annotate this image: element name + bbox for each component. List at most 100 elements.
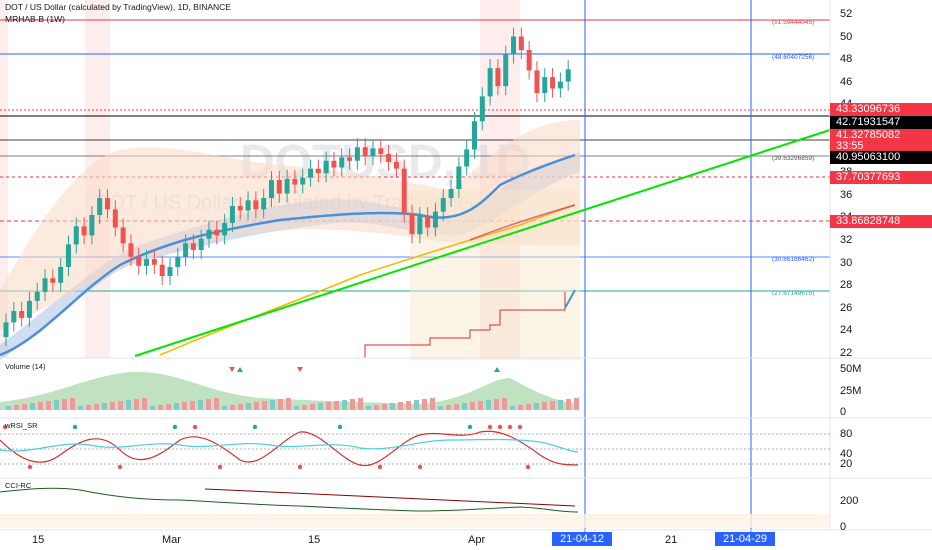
candle-body: [26, 300, 32, 318]
wrsi-tick-80: 80: [840, 428, 853, 440]
volume-bar: [22, 404, 27, 410]
wrsi-label[interactable]: wRSI_SR: [5, 421, 38, 430]
candle-body: [34, 291, 40, 301]
time-label-feb15: 15: [32, 534, 45, 546]
candle-body: [323, 160, 329, 174]
volume-label[interactable]: Volume (14): [5, 362, 46, 371]
volume-bar: [550, 401, 555, 410]
price-axis-tick: 32: [840, 234, 853, 246]
volume-bar: [142, 398, 147, 410]
wrsi-signal-dot: [72, 424, 78, 430]
candle-body: [495, 68, 501, 87]
candle-body: [73, 226, 79, 245]
volume-bar: [254, 402, 259, 410]
volume-bar: [182, 402, 187, 410]
price-axis-tick: 28: [840, 279, 853, 292]
session-shade: [0, 0, 8, 358]
candle-body: [276, 179, 282, 194]
candle-body: [425, 216, 431, 228]
wrsi-red-line: [0, 430, 579, 467]
candle-body: [511, 36, 517, 55]
price-axis-tick: 46: [840, 75, 853, 88]
volume-bar: [150, 406, 155, 410]
candle-body: [81, 226, 87, 236]
candle-body: [105, 198, 111, 210]
wrsi-signal-dot: [252, 424, 258, 430]
candle-body: [386, 153, 392, 162]
volume-bar: [558, 400, 563, 410]
candle-body: [222, 222, 228, 236]
wrsi-signal-dot: [377, 464, 383, 470]
price-tag-current: 41.32785082: [830, 129, 932, 142]
candle-body: [479, 96, 485, 122]
level-label-3: (39.63296859): [772, 155, 815, 162]
volume-bar: [30, 403, 35, 410]
candle-body: [456, 166, 462, 190]
candle-body: [471, 121, 477, 150]
candle-body: [120, 227, 126, 244]
volume-bar: [502, 398, 507, 410]
wrsi-signal-dot: [217, 464, 223, 470]
candle-body: [401, 168, 407, 214]
volume-bar: [198, 400, 203, 410]
volume-bar: [286, 398, 291, 410]
volume-bar: [246, 403, 251, 410]
candle-body: [175, 256, 181, 267]
volume-bar: [262, 401, 267, 410]
wrsi-signal-dot: [497, 424, 503, 430]
volume-bar: [46, 401, 51, 410]
volume-bar: [334, 401, 339, 410]
volume-bar: [414, 400, 419, 410]
volume-bar: [278, 399, 283, 410]
volume-bar: [422, 399, 427, 410]
candle-body: [11, 311, 17, 323]
volume-bar: [486, 400, 491, 410]
symbol-legend[interactable]: DOT / US Dollar (calculated by TradingVi…: [5, 2, 231, 12]
candle-body: [347, 157, 353, 161]
volume-bar: [470, 402, 475, 410]
price-tag-3: 40.95063100: [830, 151, 932, 164]
candle-body: [315, 168, 321, 174]
volume-bar: [54, 400, 59, 410]
time-label-apr: Apr: [468, 534, 486, 546]
wrsi-signal-dot: [172, 424, 178, 430]
indicator-legend[interactable]: MRHAB-B (1W): [5, 14, 65, 24]
volume-bar: [38, 402, 43, 410]
cci-tick-0: 0: [840, 521, 847, 533]
volume-bar: [174, 403, 179, 410]
volume-bar: [518, 405, 523, 410]
wrsi-tick-40: 40: [840, 448, 853, 460]
candle-body: [206, 229, 212, 239]
candle-body: [42, 278, 48, 292]
wrsi-signal-dot: [337, 424, 343, 430]
orange-band: [0, 120, 580, 330]
green-trendline: [134, 129, 831, 357]
volume-bar: [382, 404, 387, 410]
volume-bar: [126, 400, 131, 410]
volume-signal-down: [297, 367, 303, 372]
crosshair-date-badge-1: 21-04-12: [552, 532, 613, 546]
wrsi-signal-dot: [27, 464, 33, 470]
candle-body: [284, 178, 290, 194]
wrsi-signal-dot: [117, 464, 123, 470]
volume-bar: [358, 398, 363, 410]
volume-bar: [166, 404, 171, 410]
candle-body: [198, 238, 204, 251]
volume-bar: [302, 405, 307, 410]
volume-bar: [478, 401, 483, 410]
volume-bar: [510, 406, 515, 410]
cci-label[interactable]: CCI-RC: [5, 481, 32, 490]
candle-body: [409, 213, 415, 235]
time-label-mar15: 15: [308, 534, 321, 546]
volume-bar: [462, 403, 467, 410]
volume-bar: [190, 401, 195, 410]
cci-divergence-line: [204, 488, 576, 507]
volume-bar: [206, 399, 211, 410]
price-tag-4: 37.70377693: [830, 171, 932, 184]
candle-body: [370, 148, 376, 157]
price-tag-2: 42.71931547: [830, 116, 932, 129]
candle-body: [3, 322, 9, 338]
volume-bar: [134, 399, 139, 410]
